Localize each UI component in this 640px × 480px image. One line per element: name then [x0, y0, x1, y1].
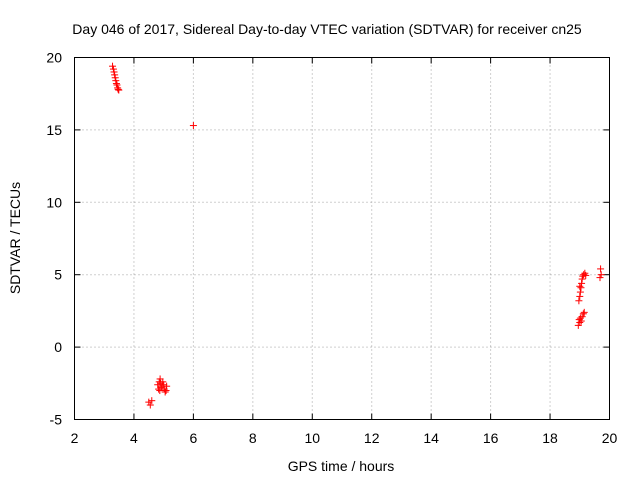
- x-axis-label: GPS time / hours: [288, 458, 395, 474]
- grid: [74, 57, 610, 420]
- y-axis-label: SDTVAR / TECUs: [7, 182, 23, 294]
- y-tick-label: -5: [50, 412, 63, 428]
- data-point: [597, 265, 605, 273]
- data-point: [576, 292, 584, 300]
- data-point: [146, 401, 154, 409]
- data-point: [113, 81, 121, 89]
- data-point: [576, 318, 584, 326]
- x-tick-label: 10: [304, 430, 320, 446]
- data-point: [109, 62, 117, 70]
- data-point: [112, 80, 120, 88]
- data-point: [577, 317, 585, 325]
- y-tick-label: 0: [54, 339, 62, 355]
- data-point: [574, 321, 582, 329]
- data-point: [161, 388, 169, 396]
- data-point: [576, 282, 584, 290]
- y-tick-label: 15: [46, 122, 62, 138]
- x-tick-label: 14: [423, 430, 439, 446]
- data-point: [579, 310, 587, 318]
- data-point: [115, 86, 123, 94]
- x-tick-label: 4: [130, 430, 138, 446]
- data-point: [160, 381, 168, 389]
- x-tick-label: 8: [249, 430, 257, 446]
- data-point: [578, 275, 586, 283]
- axis-ticks: [74, 57, 610, 420]
- x-tick-label: 2: [71, 430, 79, 446]
- data-point: [114, 85, 122, 93]
- data-point: [159, 378, 167, 386]
- data-point: [148, 397, 156, 405]
- y-tick-label: 10: [46, 194, 62, 210]
- data-point: [189, 122, 197, 130]
- data-point: [111, 71, 119, 79]
- data-point: [576, 314, 584, 322]
- data-point: [578, 313, 586, 321]
- y-tick-label: 20: [46, 50, 62, 66]
- data-point: [597, 271, 605, 279]
- data-point: [162, 387, 170, 395]
- x-tick-label: 18: [542, 430, 558, 446]
- x-tick-label: 6: [189, 430, 197, 446]
- data-point: [577, 284, 585, 292]
- data-point: [111, 74, 119, 82]
- data-point: [576, 288, 584, 296]
- data-point: [109, 65, 117, 73]
- data-point: [155, 385, 163, 393]
- data-point: [110, 68, 118, 76]
- y-tick-label: 5: [54, 267, 62, 283]
- data-point: [145, 398, 153, 406]
- data-point: [596, 274, 604, 282]
- data-point: [156, 387, 164, 395]
- plot-frame: [74, 57, 610, 420]
- x-tick-label: 20: [602, 430, 618, 446]
- data-point: [163, 382, 171, 390]
- x-tick-labels: 2 4 6 8 10 12 14 16 18 20: [71, 430, 618, 446]
- data-point: [580, 308, 588, 316]
- y-tick-labels: -5 0 5 10 15 20: [46, 50, 62, 428]
- data-point: [154, 381, 162, 389]
- x-tick-label: 12: [364, 430, 380, 446]
- data-point: [578, 279, 586, 287]
- chart-title: Day 046 of 2017, Sidereal Day-to-day VTE…: [72, 21, 582, 37]
- x-tick-label: 16: [483, 430, 499, 446]
- data-point: [582, 271, 590, 279]
- data-point: [575, 297, 583, 305]
- data-points: [109, 62, 605, 409]
- data-point: [112, 77, 120, 85]
